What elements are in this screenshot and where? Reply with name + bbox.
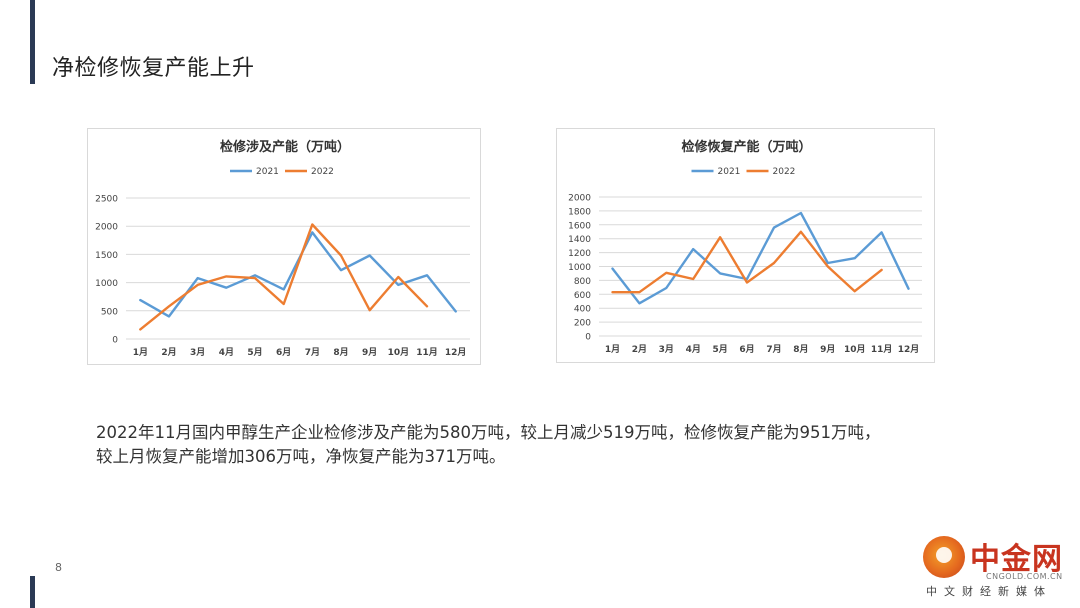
x-tick-label: 3月 — [190, 347, 205, 358]
y-tick-label: 200 — [574, 319, 591, 329]
summary-line-1: 2022年11月国内甲醇生产企业检修涉及产能为580万吨，较上月减少519万吨，… — [96, 423, 881, 442]
logo-main-text: 中金网 — [970, 542, 1063, 577]
legend-label-2022: 2022 — [773, 167, 796, 177]
x-tick-label: 6月 — [739, 344, 754, 355]
logo-emblem-icon — [923, 536, 965, 578]
y-tick-label: 1000 — [568, 263, 591, 273]
x-tick-label: 9月 — [362, 347, 377, 358]
x-tick-label: 7月 — [766, 344, 781, 355]
y-tick-label: 2000 — [568, 194, 591, 204]
y-tick-label: 800 — [574, 277, 591, 287]
y-tick-label: 1800 — [568, 207, 591, 217]
x-tick-label: 11月 — [871, 344, 893, 355]
summary-text: 2022年11月国内甲醇生产企业检修涉及产能为580万吨，较上月减少519万吨，… — [96, 421, 976, 469]
y-tick-label: 2500 — [95, 195, 118, 205]
series-line-2022 — [139, 223, 429, 331]
x-tick-label: 9月 — [820, 344, 835, 355]
x-tick-label: 5月 — [712, 344, 727, 355]
x-tick-label: 2月 — [161, 347, 176, 358]
x-tick-label: 1月 — [133, 347, 148, 358]
legend-label-2022: 2022 — [311, 167, 334, 177]
accent-bar-bottom — [30, 576, 35, 608]
x-tick-label: 8月 — [793, 344, 808, 355]
accent-bar-top — [30, 0, 35, 84]
y-tick-label: 2000 — [95, 223, 118, 233]
logo-domain-text: CNGOLD.COM.CN — [986, 572, 1063, 581]
y-tick-label: 1200 — [568, 249, 591, 259]
y-tick-label: 600 — [574, 291, 591, 301]
x-tick-label: 4月 — [219, 347, 234, 358]
x-tick-label: 3月 — [659, 344, 674, 355]
chart-maintenance-capacity: 检修涉及产能（万吨） 2021 2022 0 500 1000 1500 2000 2500 1月… — [87, 128, 481, 365]
y-tick-label: 1400 — [568, 235, 591, 245]
x-tick-label: 11月 — [416, 347, 438, 358]
x-tick-label: 8月 — [333, 347, 348, 358]
chart-title: 检修恢复产能（万吨） — [681, 139, 811, 155]
page-title: 净检修恢复产能上升 — [52, 56, 255, 81]
y-tick-label: 0 — [112, 336, 118, 346]
logo-sub-text: 中文财经新媒体 — [926, 585, 1052, 598]
y-tick-label: 1000 — [95, 279, 118, 289]
x-tick-label: 2月 — [632, 344, 647, 355]
series-line-2021 — [611, 211, 910, 305]
summary-line-2: 较上月恢复产能增加306万吨，净恢复产能为371万吨。 — [96, 447, 506, 466]
x-tick-label: 6月 — [276, 347, 291, 358]
page-number: 8 — [55, 561, 62, 574]
legend-label-2021: 2021 — [718, 167, 741, 177]
chart-svg: 检修涉及产能（万吨） 2021 2022 0 500 1000 1500 2000 2500 1月… — [95, 139, 470, 358]
chart-title: 检修涉及产能（万吨） — [220, 139, 350, 155]
brand-logo: 中金网 CNGOLD.COM.CN 中文财经新媒体 — [920, 534, 1070, 602]
x-tick-label: 10月 — [388, 347, 410, 358]
chart-recovery-capacity: 检修恢复产能（万吨） 2021 2022 0 200 400 600 800 1000 1200 1… — [556, 128, 935, 363]
series-line-2022 — [611, 230, 883, 294]
x-tick-label: 4月 — [686, 344, 701, 355]
chart-svg: 检修恢复产能（万吨） 2021 2022 0 200 400 600 800 1000 1200 1… — [568, 139, 922, 355]
x-tick-label: 12月 — [445, 347, 467, 358]
y-tick-label: 500 — [101, 307, 118, 317]
y-tick-label: 1500 — [95, 251, 118, 261]
x-tick-label: 10月 — [844, 344, 866, 355]
x-tick-label: 7月 — [305, 347, 320, 358]
y-tick-label: 1600 — [568, 221, 591, 231]
y-tick-label: 0 — [585, 333, 591, 343]
series-line-2021 — [139, 231, 457, 318]
x-tick-label: 1月 — [605, 344, 620, 355]
legend-label-2021: 2021 — [256, 167, 279, 177]
y-tick-label: 400 — [574, 305, 591, 315]
x-tick-label: 5月 — [247, 347, 262, 358]
x-tick-label: 12月 — [898, 344, 920, 355]
